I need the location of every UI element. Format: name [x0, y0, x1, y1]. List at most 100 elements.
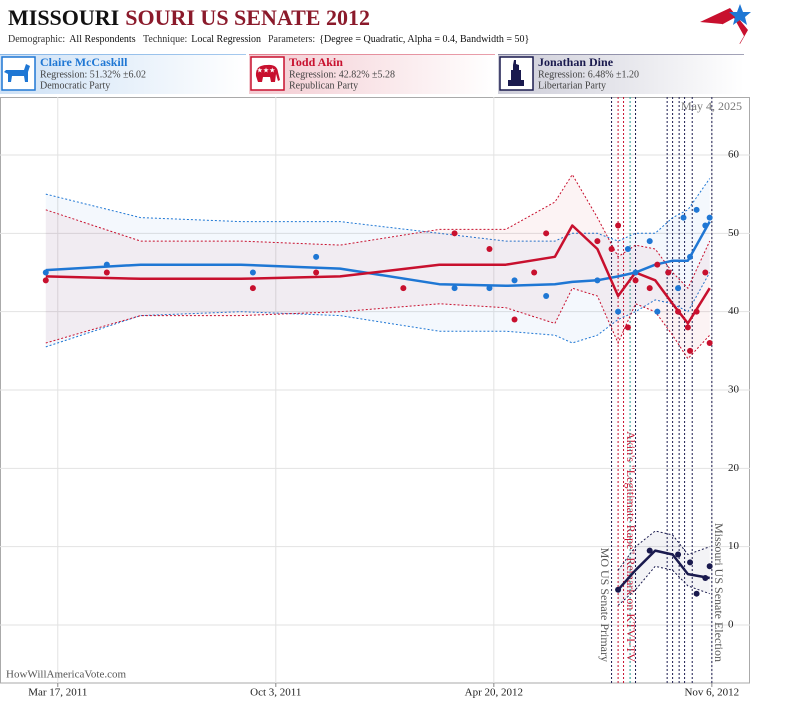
- y-tick-label: 40: [728, 305, 740, 317]
- x-tick-label: Apr 20, 2012: [465, 687, 523, 699]
- parameter-label: Technique:: [143, 34, 187, 45]
- poll-point: [103, 269, 110, 276]
- candidate-name: Claire McCaskill: [40, 55, 128, 69]
- poll-point: [675, 285, 682, 292]
- parameter-label: Demographic:: [8, 34, 65, 45]
- parameter-value: {Degree = Quadratic, Alpha = 0.4, Bandwi…: [319, 34, 529, 45]
- poll-point: [693, 206, 700, 213]
- poll-point: [531, 269, 538, 276]
- candidate-regression: Regression: 51.32% ±6.02: [40, 69, 146, 80]
- trend-line: [45, 220, 711, 288]
- poll-point: [693, 308, 700, 315]
- upper-bound: [617, 530, 710, 571]
- poll-point: [687, 559, 694, 566]
- plot: 0 10 20 30 40 50 60 Mar 17, 2011 Oct 3, 2011 Apr …: [0, 97, 750, 699]
- candidate-party: Democratic Party: [40, 80, 110, 91]
- poll-point: [608, 245, 615, 252]
- candidate-party: Republican Party: [289, 80, 358, 91]
- poll-point: [594, 277, 601, 284]
- date-stamp: May 4, 2025: [681, 99, 742, 113]
- poll-point: [632, 269, 639, 276]
- poll-point: [665, 269, 672, 276]
- poll-point: [624, 245, 631, 252]
- x-tick-label: Oct 3, 2011: [250, 687, 301, 699]
- x-tick-label: Mar 17, 2011: [28, 687, 87, 699]
- party-icon: [4, 64, 30, 82]
- parameter-label: Parameters:: [268, 34, 315, 45]
- poll-point: [615, 586, 622, 593]
- logo-swoosh-white: [712, 18, 744, 46]
- parameter-value: Local Regression: [191, 34, 261, 45]
- poll-point: [249, 269, 256, 276]
- poll-point: [702, 222, 709, 229]
- poll-point: [42, 277, 49, 284]
- party-icon: ★★★: [255, 64, 280, 82]
- poll-point: [706, 563, 713, 570]
- statue: [508, 60, 524, 86]
- poll-point: [702, 269, 709, 276]
- trend-line: [45, 224, 711, 325]
- poll-point: [511, 316, 518, 323]
- y-tick-label: 10: [728, 540, 740, 552]
- lower-bound: [45, 272, 711, 348]
- poll-point: [687, 347, 694, 354]
- source: HowWillAmericaVote.com: [6, 669, 126, 681]
- poll-point: [313, 269, 320, 276]
- poll-point: [511, 277, 518, 284]
- poll-point: [706, 339, 713, 346]
- title-rest: SOURI US SENATE 2012: [125, 5, 370, 30]
- party-icon: [508, 60, 524, 86]
- poll-point: [615, 222, 622, 229]
- event-label: Akin's "Legitimate Rape" Remark on KTVI-…: [624, 431, 638, 662]
- page-title: MISSOURI SOURI US SENATE 2012: [8, 5, 370, 30]
- lower-bound: [617, 565, 710, 606]
- poll-point: [486, 285, 493, 292]
- poll-point: [451, 285, 458, 292]
- parameters: Demographic: All Respondents Technique: Loc…: [8, 34, 529, 45]
- poll-point: [313, 253, 320, 260]
- poll-point: [103, 261, 110, 268]
- confidence-band: [45, 174, 710, 359]
- y-tick-label: 30: [728, 384, 740, 396]
- upper-bound: [45, 178, 711, 242]
- candidate-party: Libertarian Party: [538, 80, 606, 91]
- poll-point: [646, 547, 653, 554]
- candidate-name: Todd Akin: [289, 55, 343, 69]
- upper-bound: [45, 173, 711, 290]
- candidate-regression: Regression: 42.82% ±5.28: [289, 69, 395, 80]
- event-label: Missouri US Senate Election: [712, 523, 726, 662]
- poll-point: [706, 214, 713, 221]
- event-label: MO US Senate Primary: [598, 548, 612, 662]
- trend-line: [617, 549, 710, 591]
- poll-point: [451, 230, 458, 237]
- poll-point: [615, 308, 622, 315]
- poll-point: [693, 590, 700, 597]
- title-main: MISSOURI: [8, 5, 119, 30]
- logo: [700, 4, 751, 46]
- candidate-name: Jonathan Dine: [538, 55, 614, 69]
- candidate-regression: Regression: 6.48% ±1.20: [538, 69, 639, 80]
- poll-point: [654, 261, 661, 268]
- parameter-value: All Respondents: [69, 34, 135, 45]
- poll-point: [654, 308, 661, 315]
- panel-bg: [0, 54, 246, 94]
- poll-point: [249, 285, 256, 292]
- donkey: [4, 64, 30, 82]
- poll-point: [646, 285, 653, 292]
- elephant-stars: ★★★: [257, 67, 276, 75]
- poll-point: [624, 324, 631, 331]
- poll-point: [675, 308, 682, 315]
- poll-point: [543, 292, 550, 299]
- confidence-band: [618, 531, 710, 606]
- poll-point: [687, 253, 694, 260]
- poll-point: [400, 285, 407, 292]
- logo-star: [729, 4, 751, 25]
- poll-point: [680, 214, 687, 221]
- poll-point: [675, 551, 682, 558]
- panel-bg: [498, 54, 744, 94]
- y-tick-label: 0: [728, 619, 734, 631]
- x-tick-label: Nov 6, 2012: [684, 687, 739, 699]
- y-tick-label: 20: [728, 462, 740, 474]
